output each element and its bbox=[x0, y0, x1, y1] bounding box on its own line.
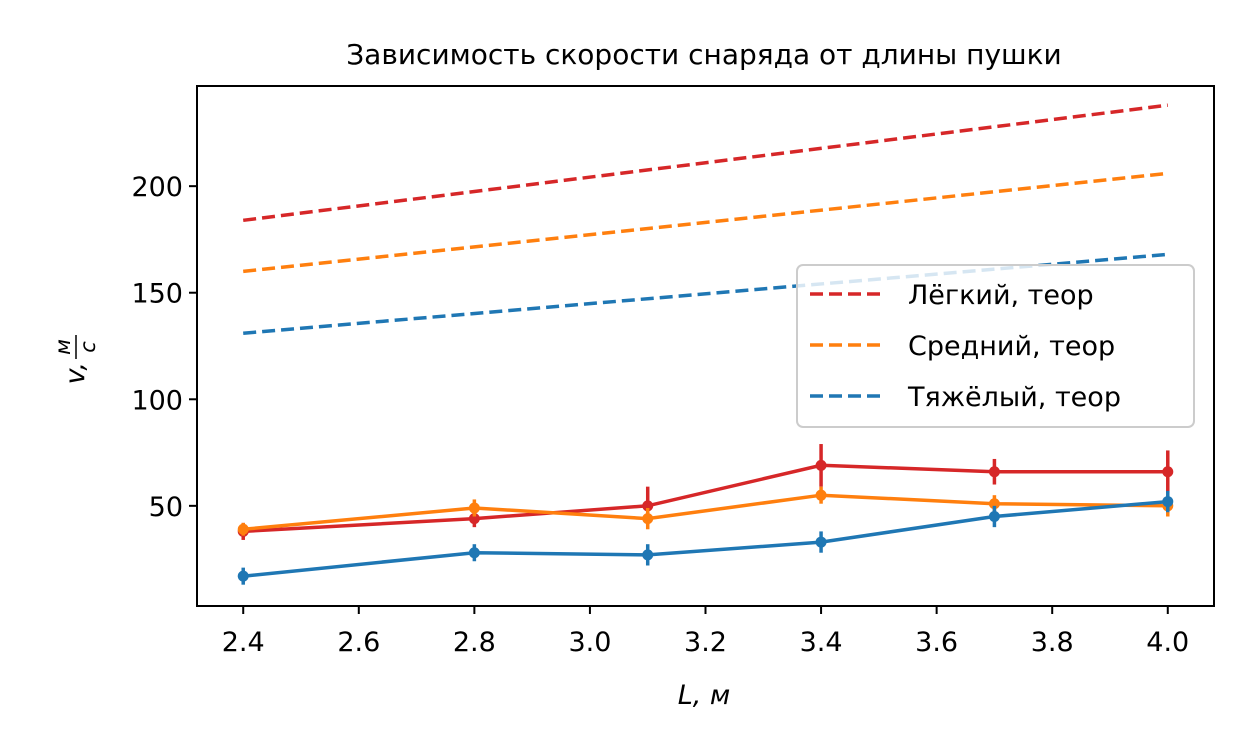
data-point bbox=[988, 510, 1000, 522]
data-point bbox=[468, 513, 480, 525]
legend-box bbox=[796, 264, 1195, 428]
legend: Лёгкий, теор Средний, теор Тяжёлый, теор bbox=[796, 264, 1195, 428]
theory-line-1 bbox=[243, 171, 1168, 274]
x-tick-label: 4.0 bbox=[1146, 627, 1189, 658]
data-point bbox=[988, 466, 1000, 478]
x-axis-label: L, м bbox=[678, 680, 731, 711]
y-tick-label: 100 bbox=[131, 385, 183, 416]
x-tick-label: 2.6 bbox=[337, 627, 380, 658]
series-4 bbox=[237, 486, 1174, 536]
data-point bbox=[1162, 496, 1174, 508]
x-tick-label: 3.4 bbox=[800, 627, 843, 658]
data-point bbox=[988, 498, 1000, 510]
legend-label: Лёгкий, теор bbox=[908, 280, 1094, 311]
data-point bbox=[642, 549, 654, 561]
data-point bbox=[642, 513, 654, 525]
x-tick-label: 3.6 bbox=[915, 627, 958, 658]
series-2 bbox=[243, 252, 1168, 335]
series-3 bbox=[237, 444, 1174, 540]
data-point bbox=[815, 489, 827, 501]
x-axis: 2.4 2.6 2.8 3.0 3.2 3.4 3.6 3.8 4.0 bbox=[222, 606, 1189, 658]
x-tick-label: 3.2 bbox=[684, 627, 727, 658]
data-point bbox=[237, 570, 249, 582]
series-1 bbox=[243, 171, 1168, 274]
x-tick-label: 3.0 bbox=[568, 627, 611, 658]
y-axis-label: v, м с bbox=[51, 335, 100, 384]
x-tick-label: 3.8 bbox=[1031, 627, 1074, 658]
theory-line-0 bbox=[242, 103, 1169, 223]
data-point bbox=[468, 502, 480, 514]
legend-label: Средний, теор bbox=[908, 331, 1115, 362]
measured-line-5 bbox=[243, 499, 1168, 578]
series-5 bbox=[237, 490, 1174, 585]
series-0 bbox=[242, 103, 1169, 223]
data-point bbox=[642, 500, 654, 512]
y-tick-label: 50 bbox=[149, 492, 183, 523]
legend-label: Тяжёлый, теор bbox=[907, 382, 1121, 413]
data-point bbox=[468, 547, 480, 559]
data-point bbox=[237, 523, 249, 535]
data-point bbox=[815, 536, 827, 548]
measured-line-4 bbox=[243, 493, 1168, 532]
y-axis-label-main: v, bbox=[60, 362, 91, 384]
x-tick-label: 2.4 bbox=[222, 627, 265, 658]
data-point bbox=[815, 459, 827, 471]
data-point bbox=[1162, 466, 1174, 478]
plot-area bbox=[196, 85, 1215, 607]
y-axis-label-denominator: с bbox=[76, 341, 100, 353]
y-axis: 50 100 150 200 bbox=[131, 172, 197, 523]
x-tick-label: 2.8 bbox=[453, 627, 496, 658]
y-tick-label: 150 bbox=[131, 279, 183, 310]
theory-line-2 bbox=[243, 252, 1168, 335]
chart-title: Зависимость скорости снаряда от длины пу… bbox=[346, 38, 1062, 71]
y-tick-label: 200 bbox=[131, 172, 183, 203]
measured-line-3 bbox=[243, 463, 1168, 534]
y-axis-label-numerator: м bbox=[51, 339, 75, 355]
